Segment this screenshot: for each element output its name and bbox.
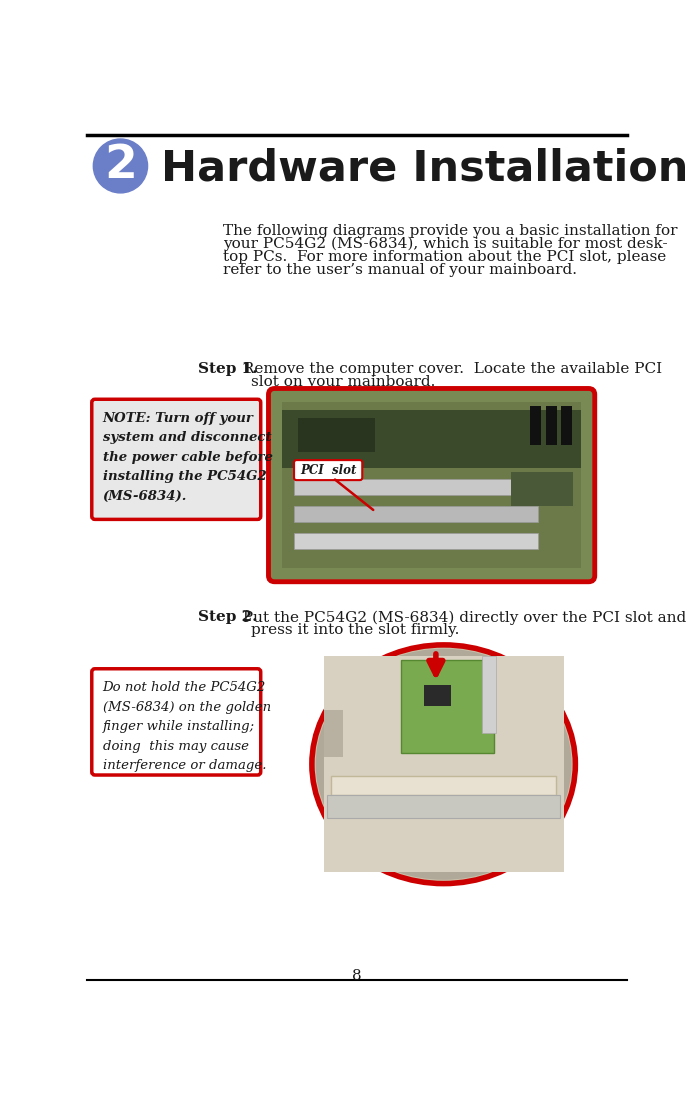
Text: Put the PC54G2 (MS-6834) directly over the PCI slot and: Put the PC54G2 (MS-6834) directly over t…	[238, 610, 687, 624]
FancyBboxPatch shape	[294, 461, 362, 480]
Text: refer to the user’s manual of your mainboard.: refer to the user’s manual of your mainb…	[223, 263, 576, 277]
Text: PCI  slot: PCI slot	[300, 464, 356, 477]
Bar	[530, 406, 542, 445]
Bar	[328, 795, 560, 818]
Text: Step 2.: Step 2.	[198, 610, 257, 624]
FancyBboxPatch shape	[92, 400, 261, 519]
Bar	[546, 406, 557, 445]
Bar	[294, 479, 538, 495]
Text: Step 1.: Step 1.	[198, 362, 258, 376]
Bar	[323, 656, 564, 872]
Bar	[282, 410, 581, 468]
Bar	[561, 406, 572, 445]
Bar	[323, 711, 343, 756]
Text: NOTE: Turn off your
system and disconnect
the power cable before
installing the : NOTE: Turn off your system and disconnec…	[102, 412, 273, 503]
Text: The following diagrams provide you a basic installation for: The following diagrams provide you a bas…	[223, 224, 677, 238]
Ellipse shape	[93, 139, 148, 193]
Bar	[424, 685, 452, 706]
FancyBboxPatch shape	[92, 669, 261, 775]
Ellipse shape	[312, 645, 576, 883]
Bar	[331, 776, 556, 795]
Bar	[401, 660, 494, 753]
Text: Hardware Installation: Hardware Installation	[161, 147, 688, 189]
Bar	[482, 656, 496, 734]
Text: Remove the computer cover.  Locate the available PCI: Remove the computer cover. Locate the av…	[238, 362, 662, 376]
Bar	[282, 402, 581, 568]
Bar	[298, 417, 376, 453]
Text: slot on your mainboard.: slot on your mainboard.	[251, 375, 435, 390]
Bar	[294, 506, 538, 521]
Text: your PC54G2 (MS-6834), which is suitable for most desk-: your PC54G2 (MS-6834), which is suitable…	[223, 237, 667, 251]
Text: top PCs.  For more information about the PCI slot, please: top PCs. For more information about the …	[223, 250, 666, 263]
Text: 8: 8	[352, 969, 362, 983]
Ellipse shape	[316, 649, 572, 880]
Text: press it into the slot firmly.: press it into the slot firmly.	[251, 623, 459, 638]
Text: Do not hold the PC54G2
(MS-6834) on the golden
finger while installing;
doing  t: Do not hold the PC54G2 (MS-6834) on the …	[102, 681, 270, 772]
Text: 2: 2	[104, 144, 137, 188]
Bar	[511, 472, 573, 506]
Bar	[294, 534, 538, 549]
FancyBboxPatch shape	[268, 389, 595, 582]
